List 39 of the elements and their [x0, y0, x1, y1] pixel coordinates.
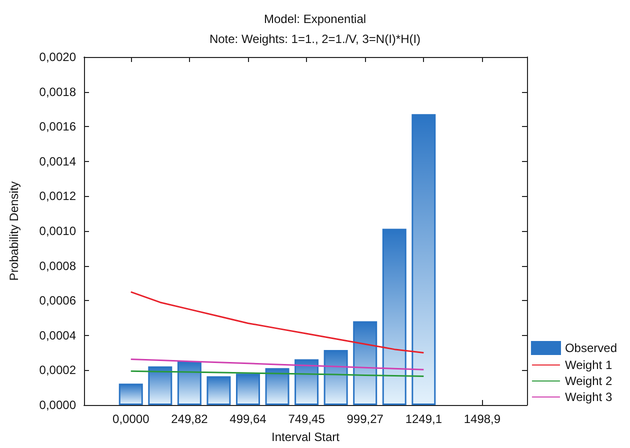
bar [206, 376, 231, 405]
chart-subtitle: Note: Weights: 1=1., 2=1./V, 3=N(I)*H(I) [209, 32, 421, 46]
y-tick-label: 0,0020 [39, 50, 76, 64]
y-tick-label: 0,0008 [39, 258, 76, 273]
x-axis-title: Interval Start [271, 430, 340, 444]
y-axis-title: Probability Density [7, 181, 21, 281]
y-tick-label: 0,0016 [39, 120, 76, 134]
y-tick-label: 0,0012 [39, 189, 76, 204]
y-tick-label: 0,0018 [39, 84, 76, 99]
legend-label: Weight 2 [564, 374, 612, 388]
bar [265, 368, 290, 405]
y-tick-label: 0,0000 [39, 398, 76, 412]
bar [177, 362, 202, 405]
x-tick-label: 749,45 [288, 412, 326, 426]
x-tick-label: 999,27 [346, 412, 384, 426]
line-series [130, 358, 424, 370]
bar [294, 359, 319, 405]
y-tick-label: 0,0002 [39, 363, 76, 378]
bar [118, 384, 143, 405]
x-tick-label: 1249,1 [405, 412, 442, 426]
chart-title: Model: Exponential [264, 12, 366, 26]
bar [382, 228, 406, 405]
bar [412, 114, 436, 405]
legend-label: Weight 1 [564, 358, 612, 372]
line-series [130, 291, 424, 354]
x-tick-label: 249,82 [171, 412, 208, 426]
bar [324, 350, 348, 405]
y-tick-label: 0,0014 [39, 154, 76, 168]
bar [353, 321, 378, 405]
x-tick-label: 1498,9 [464, 412, 501, 426]
bar [236, 374, 260, 405]
y-tick-label: 0,0004 [39, 328, 76, 342]
legend-label: Weight 3 [564, 390, 612, 404]
bar [148, 366, 172, 405]
y-tick-label: 0,0010 [39, 224, 76, 238]
x-tick-label: 0,0000 [112, 412, 150, 426]
legend-label: Observed [564, 341, 618, 355]
x-tick-label: 499,64 [230, 412, 267, 426]
y-tick-label: 0,0006 [39, 294, 76, 308]
